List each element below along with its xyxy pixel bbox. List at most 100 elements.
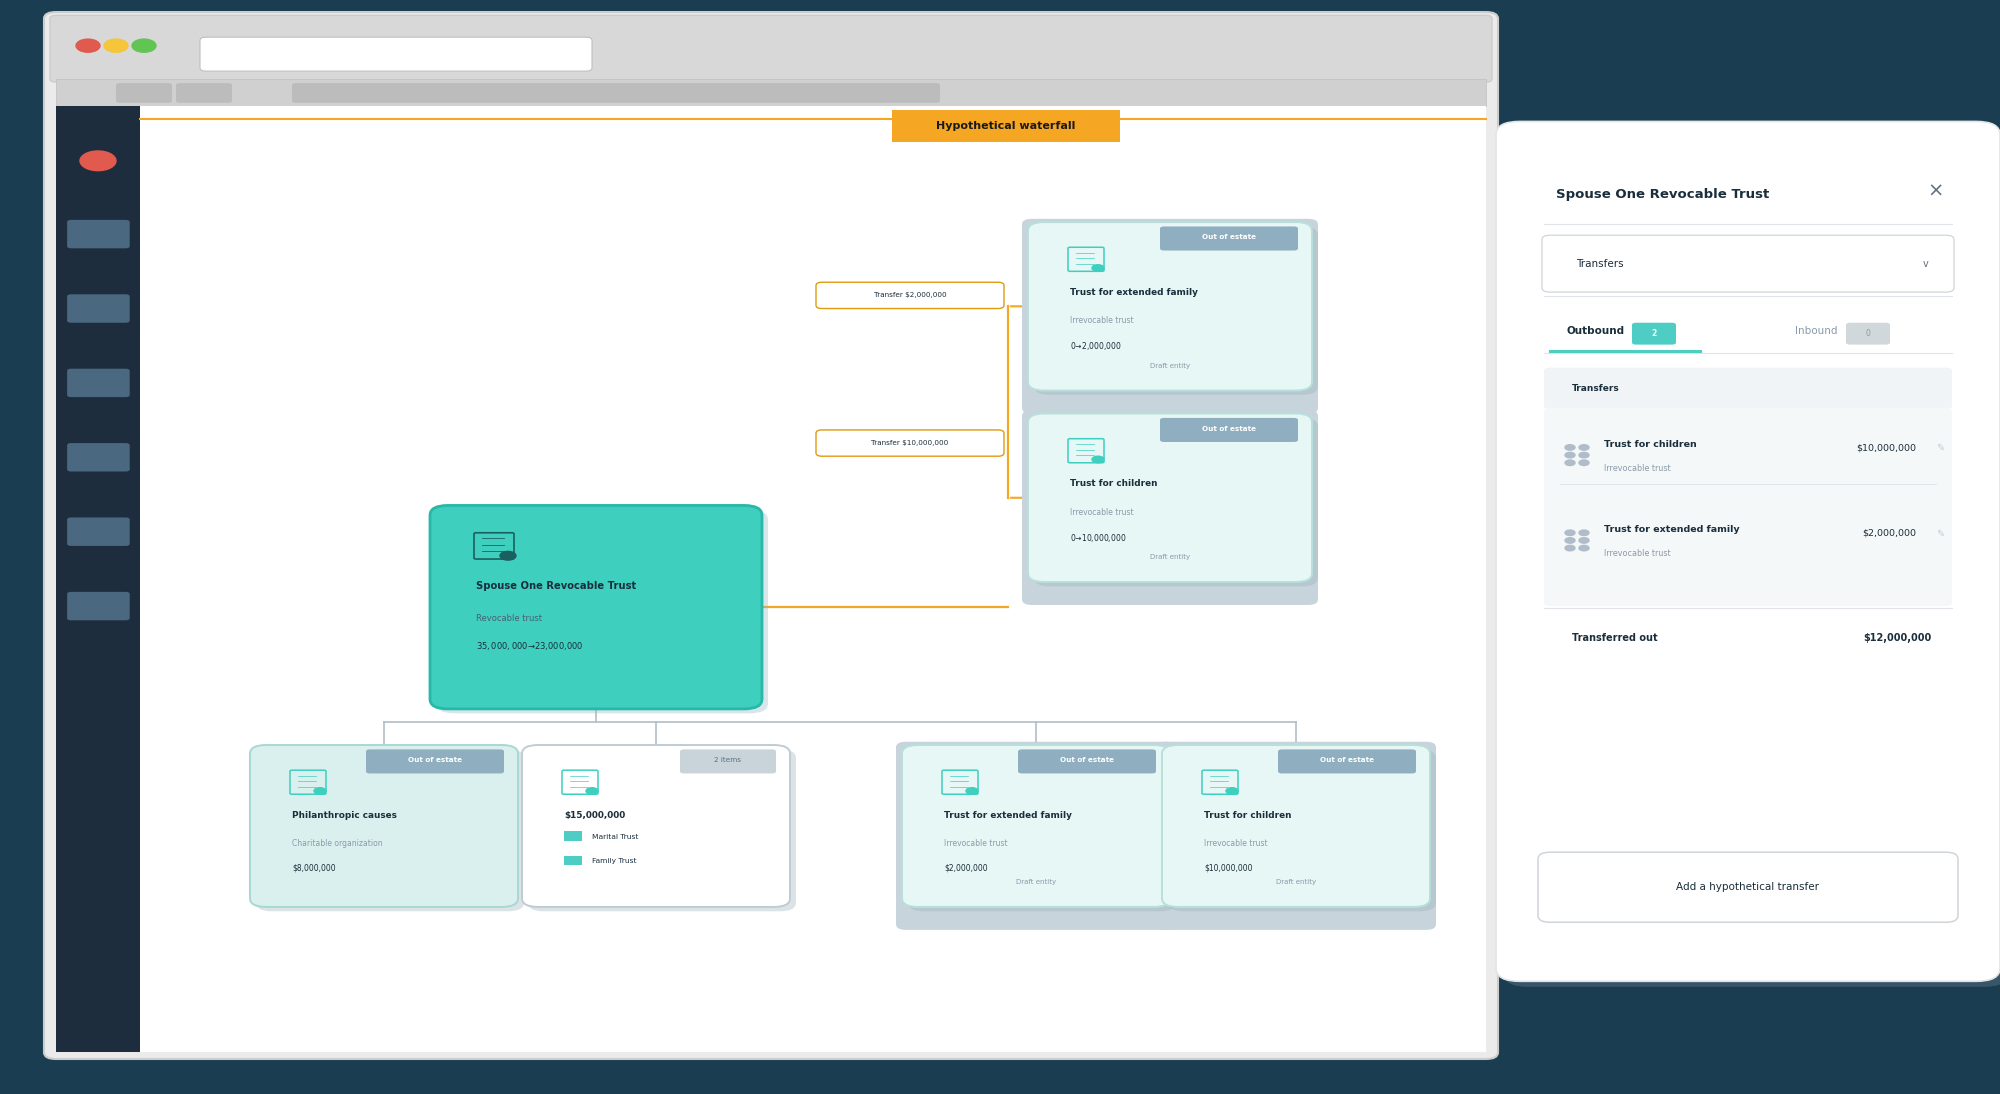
Text: Spouse One Revocable Trust: Spouse One Revocable Trust [476, 581, 636, 591]
Text: Irrevocable trust: Irrevocable trust [1204, 839, 1268, 848]
Text: Irrevocable trust: Irrevocable trust [1070, 316, 1134, 325]
FancyBboxPatch shape [1018, 749, 1156, 773]
FancyBboxPatch shape [522, 745, 790, 907]
Text: 0: 0 [1866, 329, 1870, 338]
FancyBboxPatch shape [902, 745, 1170, 907]
Text: Draft entity: Draft entity [1150, 363, 1190, 369]
Text: Spouse One Revocable Trust: Spouse One Revocable Trust [1556, 188, 1770, 201]
FancyBboxPatch shape [430, 505, 762, 709]
Circle shape [1580, 461, 1588, 466]
Text: v: v [1924, 258, 1928, 269]
FancyBboxPatch shape [68, 443, 130, 472]
FancyBboxPatch shape [1544, 368, 1952, 409]
Circle shape [104, 39, 128, 53]
Text: Inbound: Inbound [1794, 326, 1838, 337]
Text: Transfer $10,000,000: Transfer $10,000,000 [872, 440, 948, 446]
FancyBboxPatch shape [1504, 127, 2000, 987]
Text: ✎: ✎ [1936, 443, 1944, 453]
Text: ✎: ✎ [1936, 528, 1944, 538]
FancyBboxPatch shape [256, 749, 524, 911]
Text: Transfers: Transfers [1576, 258, 1624, 269]
Text: Trust for extended family: Trust for extended family [1604, 525, 1740, 534]
FancyBboxPatch shape [436, 510, 768, 713]
FancyBboxPatch shape [528, 749, 796, 911]
Circle shape [1226, 788, 1238, 794]
Text: Irrevocable trust: Irrevocable trust [1070, 508, 1134, 516]
FancyBboxPatch shape [1156, 742, 1436, 930]
FancyBboxPatch shape [56, 106, 140, 1052]
Text: Draft entity: Draft entity [1276, 880, 1316, 885]
FancyBboxPatch shape [1160, 418, 1298, 442]
Text: Draft entity: Draft entity [1016, 880, 1056, 885]
Text: $0 → $10,000,000: $0 → $10,000,000 [1070, 532, 1126, 544]
FancyBboxPatch shape [896, 742, 1176, 930]
Circle shape [1564, 531, 1576, 536]
FancyBboxPatch shape [68, 220, 130, 248]
Text: Revocable trust: Revocable trust [476, 614, 542, 622]
Text: Out of estate: Out of estate [1202, 426, 1256, 432]
Circle shape [500, 551, 516, 560]
FancyBboxPatch shape [1632, 323, 1676, 345]
FancyBboxPatch shape [1278, 749, 1416, 773]
Circle shape [1580, 538, 1588, 544]
FancyBboxPatch shape [908, 749, 1176, 911]
FancyBboxPatch shape [1544, 408, 1952, 606]
FancyBboxPatch shape [116, 83, 172, 103]
Text: Add a hypothetical transfer: Add a hypothetical transfer [1676, 882, 1820, 893]
FancyBboxPatch shape [1162, 745, 1430, 907]
FancyBboxPatch shape [68, 517, 130, 546]
FancyBboxPatch shape [1034, 418, 1318, 586]
FancyBboxPatch shape [176, 83, 232, 103]
Text: Family Trust: Family Trust [592, 858, 636, 864]
Circle shape [1580, 546, 1588, 551]
FancyBboxPatch shape [50, 15, 1492, 82]
FancyBboxPatch shape [366, 749, 504, 773]
Text: $2,000,000: $2,000,000 [1862, 528, 1916, 537]
FancyBboxPatch shape [200, 37, 592, 71]
Circle shape [1564, 546, 1576, 551]
FancyBboxPatch shape [1022, 410, 1318, 605]
FancyBboxPatch shape [68, 592, 130, 620]
Circle shape [1564, 453, 1576, 458]
Text: Out of estate: Out of estate [408, 757, 462, 764]
FancyBboxPatch shape [892, 110, 1120, 142]
Circle shape [314, 788, 326, 794]
Circle shape [76, 39, 100, 53]
Circle shape [1092, 265, 1104, 271]
Circle shape [1564, 461, 1576, 466]
FancyBboxPatch shape [1028, 222, 1312, 391]
Circle shape [1092, 456, 1104, 463]
FancyBboxPatch shape [1022, 219, 1318, 414]
Text: Out of estate: Out of estate [1320, 757, 1374, 764]
FancyBboxPatch shape [1160, 226, 1298, 251]
FancyBboxPatch shape [1538, 852, 1958, 922]
Text: $10,000,000: $10,000,000 [1204, 863, 1252, 872]
Text: Out of estate: Out of estate [1060, 757, 1114, 764]
Circle shape [1580, 531, 1588, 536]
Text: Transferred out: Transferred out [1572, 633, 1658, 643]
Circle shape [966, 788, 978, 794]
Circle shape [1580, 453, 1588, 458]
Text: Outbound: Outbound [1566, 326, 1626, 337]
Text: $15,000,000: $15,000,000 [564, 811, 626, 819]
Text: $2,000,000: $2,000,000 [944, 863, 988, 872]
Text: Marital Trust: Marital Trust [592, 834, 638, 840]
Text: $35,000,000 → $23,000,000: $35,000,000 → $23,000,000 [476, 640, 584, 652]
FancyBboxPatch shape [1168, 749, 1436, 911]
Text: Draft entity: Draft entity [1150, 555, 1190, 560]
FancyBboxPatch shape [292, 83, 940, 103]
Text: Irrevocable trust: Irrevocable trust [1604, 549, 1670, 558]
Text: Out of estate: Out of estate [1202, 234, 1256, 241]
FancyBboxPatch shape [68, 294, 130, 323]
FancyBboxPatch shape [1542, 235, 1954, 292]
Text: Irrevocable trust: Irrevocable trust [944, 839, 1008, 848]
FancyBboxPatch shape [56, 79, 1486, 106]
FancyBboxPatch shape [816, 430, 1004, 456]
FancyBboxPatch shape [564, 831, 582, 841]
Circle shape [1580, 444, 1588, 451]
Text: Transfer $2,000,000: Transfer $2,000,000 [874, 292, 946, 299]
FancyBboxPatch shape [1028, 414, 1312, 582]
FancyBboxPatch shape [564, 856, 582, 865]
Text: ×: × [1928, 182, 1944, 201]
Text: Charitable organization: Charitable organization [292, 839, 382, 848]
